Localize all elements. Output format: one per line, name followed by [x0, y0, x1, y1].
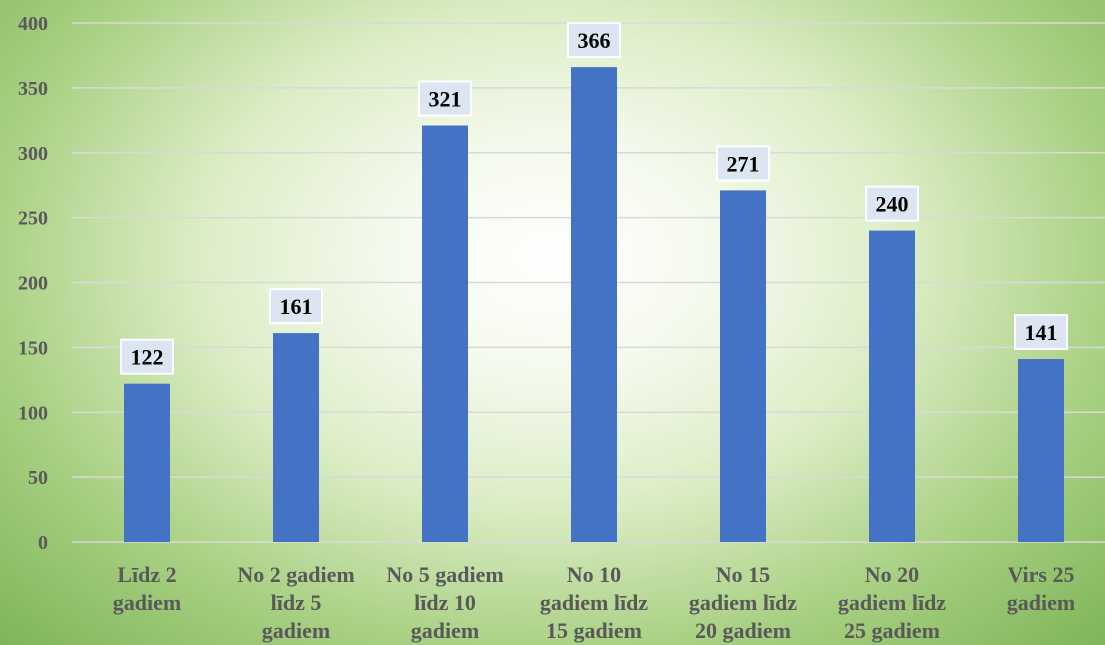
x-tick-label-line: No 5 gadiem — [386, 562, 503, 587]
bar — [720, 190, 766, 542]
data-label-box — [120, 338, 174, 375]
bar — [571, 67, 617, 543]
data-label-box — [418, 80, 472, 117]
data-label-text: 141 — [1025, 320, 1058, 345]
x-tick-label: No 2 gadiem līdz 5 gadiem — [237, 562, 354, 643]
bar — [1018, 359, 1064, 542]
data-label: 141 — [1014, 314, 1068, 351]
x-tick-label-line: gadiem līdz — [838, 590, 946, 615]
x-tick-label: Līdz 2 gadiem — [113, 562, 181, 615]
x-tick-label: No 10 gadiem līdz 15 gadiem — [540, 562, 648, 643]
data-label-text: 366 — [578, 28, 611, 53]
x-tick-label-line: No 15 — [716, 562, 770, 587]
data-label-box — [269, 288, 323, 325]
data-label-text: 240 — [876, 192, 909, 217]
x-tick-label-line: 20 gadiem — [695, 618, 791, 643]
y-tick-label: 300 — [18, 143, 48, 165]
data-labels: 122 161 321 366 271 240 141 — [120, 22, 1068, 375]
x-tick-label: No 20 gadiem līdz 25 gadiem — [838, 562, 946, 643]
y-tick-label: 50 — [28, 467, 48, 489]
y-tick-label: 200 — [18, 273, 48, 295]
bar — [422, 125, 468, 542]
x-tick-label-line: Līdz 2 — [117, 562, 176, 587]
y-tick-label: 150 — [18, 337, 48, 359]
bar — [869, 230, 915, 542]
bar — [273, 333, 319, 542]
x-tick-label-line: gadiem — [113, 590, 181, 615]
data-label-text: 271 — [727, 151, 760, 176]
x-tick-label-line: Virs 25 — [1007, 562, 1074, 587]
data-label-text: 122 — [131, 345, 164, 370]
bar — [124, 383, 170, 542]
x-tick-label-line: 25 gadiem — [844, 618, 940, 643]
data-label-box — [567, 22, 621, 59]
x-tick-label-line: līdz 10 — [414, 590, 476, 615]
data-label: 271 — [716, 145, 770, 182]
bars — [124, 67, 1064, 543]
x-tick-label-line: gadiem — [262, 618, 330, 643]
y-tick-label: 400 — [18, 13, 48, 35]
data-label-box — [716, 145, 770, 182]
x-tick-label-line: gadiem līdz — [540, 590, 648, 615]
x-tick-label-line: No 20 — [865, 562, 919, 587]
y-tick-label: 350 — [18, 78, 48, 100]
data-label: 122 — [120, 338, 174, 375]
y-axis-tick-labels: 0 50 100 150 200 250 300 350 400 — [18, 13, 48, 554]
x-tick-label-line: 15 gadiem — [546, 618, 642, 643]
data-label-box — [1014, 314, 1068, 351]
data-label: 366 — [567, 22, 621, 59]
x-tick-label-line: No 10 — [567, 562, 621, 587]
x-tick-label: No 15 gadiem līdz 20 gadiem — [689, 562, 797, 643]
x-tick-label: No 5 gadiem līdz 10 gadiem — [386, 562, 503, 643]
y-tick-label: 100 — [18, 402, 48, 424]
data-label-text: 161 — [280, 294, 313, 319]
data-label: 240 — [865, 185, 919, 222]
y-tick-label: 250 — [18, 208, 48, 230]
x-tick-label-line: gadiem — [411, 618, 479, 643]
x-tick-label-line: No 2 gadiem — [237, 562, 354, 587]
data-label: 161 — [269, 288, 323, 325]
x-tick-label-line: gadiem līdz — [689, 590, 797, 615]
y-tick-label: 0 — [38, 532, 48, 554]
x-tick-label: Virs 25 gadiem — [1007, 562, 1075, 615]
data-label-box — [865, 185, 919, 222]
x-tick-label-line: gadiem — [1007, 590, 1075, 615]
x-tick-label-line: līdz 5 — [271, 590, 322, 615]
data-label: 321 — [418, 80, 472, 117]
data-label-text: 321 — [429, 87, 462, 112]
